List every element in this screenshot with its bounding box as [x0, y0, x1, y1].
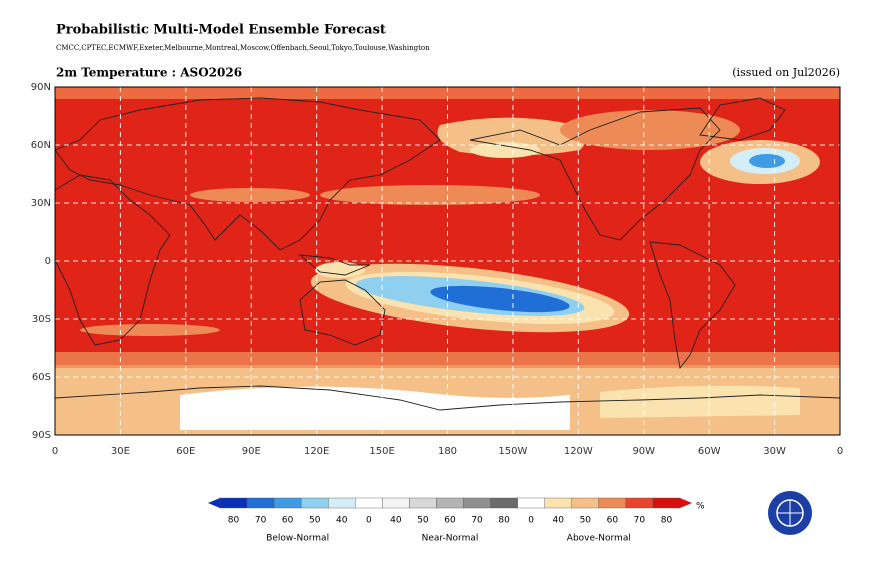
colorbar-label: 40	[390, 516, 402, 526]
arctic-pale	[470, 142, 540, 158]
colorbar-swatch	[517, 497, 545, 509]
coastline-north-america	[469, 107, 721, 241]
map-frame	[54, 86, 841, 436]
lon-label: 150W	[498, 446, 527, 457]
lon-label: 90W	[632, 446, 655, 457]
lon-label: 150E	[369, 446, 394, 457]
colorbar-label: 60	[607, 516, 619, 526]
colorbar-group: Below-Normal	[266, 534, 329, 544]
colorbar-arrow	[680, 498, 692, 508]
colorbar-label: 0	[366, 516, 372, 526]
coastline-greenland	[699, 97, 786, 141]
coastline-antarctica	[55, 385, 840, 411]
colorbar-label: 80	[498, 516, 510, 526]
colorbar-label: 40	[336, 516, 348, 526]
subtitle: CMCC,CPTEC,ECMWF,Exeter,Melbourne,Montre…	[56, 44, 430, 52]
colorbar-group: Above-Normal	[567, 534, 631, 544]
antarctic-pale	[600, 385, 800, 418]
title: Probabilistic Multi-Model Ensemble Forec…	[56, 23, 386, 38]
lat-label: 60N	[31, 140, 51, 151]
colorbar-swatch	[300, 497, 329, 509]
lon-label: 0	[837, 446, 843, 457]
lon-label: 30W	[763, 446, 786, 457]
atlantic-blue	[749, 154, 785, 168]
colorbar-swatch	[355, 497, 383, 509]
colorbar-label: 40	[553, 516, 565, 526]
canada-orange	[560, 110, 740, 150]
colorbar-label: 70	[634, 516, 646, 526]
lon-label: 90E	[242, 446, 261, 457]
lat-label: 60S	[32, 372, 51, 383]
colorbar-swatch	[598, 497, 627, 509]
colorbar-unit: %	[696, 502, 705, 512]
map	[54, 86, 841, 436]
colorbar-label: 70	[471, 516, 483, 526]
colorbar-swatch	[652, 497, 681, 509]
lon-label: 120W	[564, 446, 593, 457]
pacific-blue	[430, 285, 570, 313]
coastline-south-america	[649, 241, 736, 370]
colorbar-label: 50	[580, 516, 592, 526]
pacific-band	[320, 185, 540, 205]
colorbar: 80 70 60 50 40 0 40 50 60 70 80 0 40 50 60 70 80% Below-N…	[208, 497, 705, 544]
colorbar-label: 80	[661, 516, 673, 526]
coastline-indonesia	[298, 254, 371, 276]
asia-band	[190, 188, 310, 202]
colorbar-swatch	[490, 497, 518, 509]
colorbar-swatch	[625, 497, 654, 509]
lon-label: 0	[52, 446, 58, 457]
colorbar-swatch	[544, 497, 572, 509]
colorbar-swatch	[273, 497, 302, 509]
colorbar-label: 80	[228, 516, 240, 526]
colorbar-swatch	[409, 497, 437, 509]
indian-band	[80, 324, 220, 336]
colorbar-label: 70	[255, 516, 267, 526]
colorbar-swatch	[463, 497, 491, 509]
colorbar-swatch	[328, 497, 356, 509]
colorbar-swatch	[436, 497, 464, 509]
wmo-logo	[768, 491, 812, 535]
colorbar-label: 0	[528, 516, 534, 526]
colorbar-label: 60	[282, 516, 294, 526]
colorbar-swatch	[219, 497, 248, 509]
colorbar-label: 60	[444, 516, 456, 526]
lat-label: 90S	[32, 430, 51, 441]
issued: (issued on Jul2026)	[732, 66, 840, 79]
colorbar-swatch	[382, 497, 410, 509]
colorbar-swatch	[246, 497, 275, 509]
lat-label: 90N	[31, 82, 51, 93]
lon-label: 120E	[304, 446, 329, 457]
lon-label: 180	[438, 446, 457, 457]
map-title: 2m Temperature : ASO2026	[56, 66, 242, 80]
colorbar-label: 50	[309, 516, 321, 526]
coastline-africa	[55, 174, 171, 346]
lat-label: 30N	[31, 198, 51, 209]
colorbar-group: Near-Normal	[422, 534, 479, 544]
antarctic-white	[180, 386, 570, 430]
indonesia-pale	[315, 262, 365, 278]
coastline-eurasia	[55, 97, 441, 251]
colorbar-swatch	[571, 497, 600, 509]
lon-label: 60W	[698, 446, 721, 457]
lon-label: 60E	[176, 446, 195, 457]
lat-label: 30S	[32, 314, 51, 325]
colorbar-arrow	[208, 498, 220, 508]
lon-label: 30E	[111, 446, 130, 457]
lat-label: 0	[45, 256, 51, 267]
colorbar-label: 50	[417, 516, 429, 526]
